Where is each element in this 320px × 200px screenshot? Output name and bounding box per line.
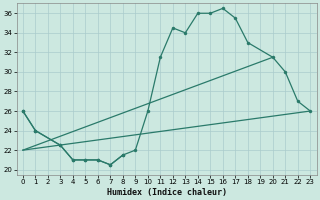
X-axis label: Humidex (Indice chaleur): Humidex (Indice chaleur) xyxy=(107,188,227,197)
